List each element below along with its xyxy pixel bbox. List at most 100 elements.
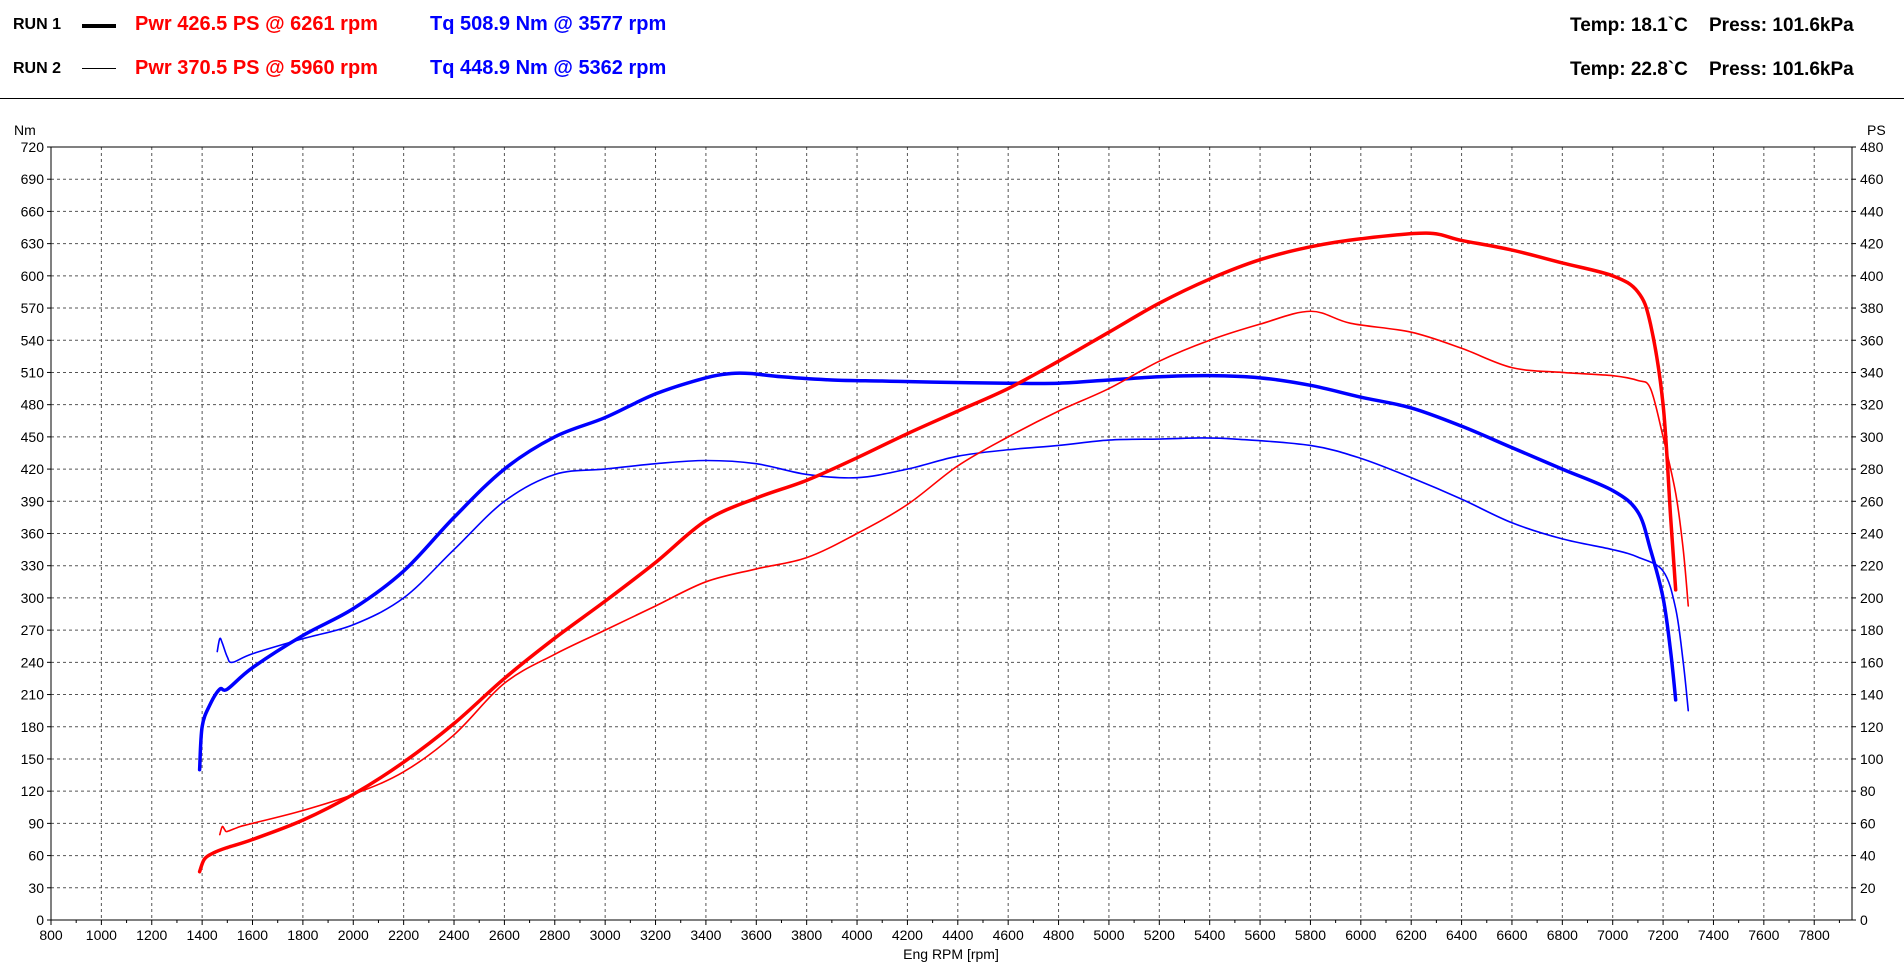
axis-ticks: 800 1000 1200 1400 1600 1800 2000 2200 2400 2600 2… bbox=[21, 139, 1884, 943]
y-right-tick-label: 400 bbox=[1860, 268, 1884, 284]
y-right-tick-label: 420 bbox=[1860, 236, 1884, 252]
x-tick-label: 2200 bbox=[388, 927, 419, 943]
y-right-tick-label: 320 bbox=[1860, 397, 1884, 413]
y-right-tick-label: 480 bbox=[1860, 139, 1884, 155]
y-left-tick-label: 120 bbox=[21, 783, 45, 799]
y-right-tick-label: 360 bbox=[1860, 332, 1884, 348]
run-2-power-summary: Pwr 370.5 PS @ 5960 rpm bbox=[135, 57, 378, 79]
x-tick-label: 6600 bbox=[1496, 927, 1527, 943]
x-tick-label: 7000 bbox=[1597, 927, 1628, 943]
y-left-tick-label: 390 bbox=[21, 493, 45, 509]
run-2-row: RUN 2 Pwr 370.5 PS @ 5960 rpm Tq 448.9 N… bbox=[0, 52, 1904, 82]
x-tick-label: 1800 bbox=[287, 927, 318, 943]
x-tick-label: 2600 bbox=[489, 927, 520, 943]
y-right-tick-label: 220 bbox=[1860, 558, 1884, 574]
series bbox=[197, 231, 1690, 874]
x-tick-label: 1000 bbox=[86, 927, 117, 943]
grid bbox=[51, 147, 1852, 920]
x-tick-label: 3600 bbox=[741, 927, 772, 943]
x-tick-label: 4200 bbox=[892, 927, 923, 943]
y-left-tick-label: 60 bbox=[28, 848, 44, 864]
dyno-chart: 800 1000 1200 1400 1600 1800 2000 2200 2400 2600 2… bbox=[14, 122, 1886, 962]
y-left-tick-label: 570 bbox=[21, 300, 45, 316]
run-1-label: RUN 1 bbox=[13, 16, 62, 33]
run-1-row: RUN 1 Pwr 426.5 PS @ 6261 rpm Tq 508.9 N… bbox=[0, 10, 1904, 40]
y-left-tick-label: 690 bbox=[21, 171, 45, 187]
y-right-tick-label: 60 bbox=[1860, 815, 1876, 831]
y-right-tick-label: 280 bbox=[1860, 461, 1884, 477]
y-left-tick-label: 660 bbox=[21, 203, 45, 219]
run-2-conditions: Temp: 22.8`C Press: 101.6kPa bbox=[1570, 59, 1854, 80]
x-tick-label: 2400 bbox=[438, 927, 469, 943]
y-left-tick-label: 720 bbox=[21, 139, 45, 155]
run-1-torque-line bbox=[197, 371, 1678, 772]
x-tick-label: 6000 bbox=[1345, 927, 1376, 943]
x-tick-label: 4400 bbox=[942, 927, 973, 943]
y-left-tick-label: 0 bbox=[36, 912, 44, 928]
y-right-tick-label: 200 bbox=[1860, 590, 1884, 606]
run-1-line-sample bbox=[82, 24, 116, 28]
y-left-tick-label: 630 bbox=[21, 236, 45, 252]
y-right-tick-label: 380 bbox=[1860, 300, 1884, 316]
run-2-label: RUN 2 bbox=[13, 60, 62, 77]
x-tick-label: 800 bbox=[39, 927, 63, 943]
y-left-tick-label: 420 bbox=[21, 461, 45, 477]
y-right-tick-label: 460 bbox=[1860, 171, 1884, 187]
y-right-tick-label: 440 bbox=[1860, 203, 1884, 219]
y-right-tick-label: 240 bbox=[1860, 526, 1884, 542]
y-left-tick-label: 30 bbox=[28, 880, 44, 896]
y-right-tick-label: 260 bbox=[1860, 493, 1884, 509]
y-right-tick-label: 40 bbox=[1860, 848, 1876, 864]
x-tick-label: 7800 bbox=[1799, 927, 1830, 943]
x-tick-label: 6800 bbox=[1547, 927, 1578, 943]
y-left-tick-label: 180 bbox=[21, 719, 45, 735]
y-left-tick-label: 540 bbox=[21, 332, 45, 348]
run-2-line-sample bbox=[82, 68, 116, 69]
x-tick-label: 5000 bbox=[1093, 927, 1124, 943]
y-axis-left-label: Nm bbox=[14, 122, 36, 138]
run-2-torque-line bbox=[216, 437, 1690, 712]
y-right-tick-label: 140 bbox=[1860, 687, 1884, 703]
y-left-tick-label: 450 bbox=[21, 429, 45, 445]
x-tick-label: 3200 bbox=[640, 927, 671, 943]
y-right-tick-label: 340 bbox=[1860, 364, 1884, 380]
y-right-tick-label: 160 bbox=[1860, 654, 1884, 670]
y-right-tick-label: 0 bbox=[1860, 912, 1868, 928]
y-left-tick-label: 330 bbox=[21, 558, 45, 574]
x-tick-label: 6200 bbox=[1396, 927, 1427, 943]
run-2-power-line bbox=[218, 310, 1690, 836]
x-tick-label: 5400 bbox=[1194, 927, 1225, 943]
x-tick-label: 4800 bbox=[1043, 927, 1074, 943]
y-left-tick-label: 270 bbox=[21, 622, 45, 638]
x-tick-label: 5200 bbox=[1144, 927, 1175, 943]
x-tick-label: 3000 bbox=[590, 927, 621, 943]
y-left-tick-label: 240 bbox=[21, 654, 45, 670]
y-axis-right-label: PS bbox=[1867, 122, 1886, 138]
y-right-tick-label: 120 bbox=[1860, 719, 1884, 735]
y-left-tick-label: 300 bbox=[21, 590, 45, 606]
run-1-torque-summary: Tq 508.9 Nm @ 3577 rpm bbox=[430, 13, 667, 35]
y-left-tick-label: 150 bbox=[21, 751, 45, 767]
y-left-tick-label: 510 bbox=[21, 364, 45, 380]
y-right-tick-label: 180 bbox=[1860, 622, 1884, 638]
y-left-tick-label: 480 bbox=[21, 397, 45, 413]
chart-header: RUN 1 Pwr 426.5 PS @ 6261 rpm Tq 508.9 N… bbox=[0, 0, 1904, 99]
x-tick-label: 7600 bbox=[1748, 927, 1779, 943]
x-tick-label: 7400 bbox=[1698, 927, 1729, 943]
run-1-conditions: Temp: 18.1`C Press: 101.6kPa bbox=[1570, 15, 1854, 36]
y-left-tick-label: 360 bbox=[21, 526, 45, 542]
x-axis-label: Eng RPM [rpm] bbox=[903, 946, 999, 962]
y-left-tick-label: 600 bbox=[21, 268, 45, 284]
y-right-tick-label: 20 bbox=[1860, 880, 1876, 896]
y-right-tick-label: 300 bbox=[1860, 429, 1884, 445]
x-tick-label: 1600 bbox=[237, 927, 268, 943]
y-right-tick-label: 80 bbox=[1860, 783, 1876, 799]
x-tick-label: 3800 bbox=[791, 927, 822, 943]
y-left-tick-label: 90 bbox=[28, 815, 44, 831]
x-tick-label: 1200 bbox=[136, 927, 167, 943]
x-tick-label: 3400 bbox=[690, 927, 721, 943]
x-tick-label: 4000 bbox=[841, 927, 872, 943]
x-tick-label: 4600 bbox=[993, 927, 1024, 943]
x-tick-label: 6400 bbox=[1446, 927, 1477, 943]
x-tick-label: 5600 bbox=[1244, 927, 1275, 943]
